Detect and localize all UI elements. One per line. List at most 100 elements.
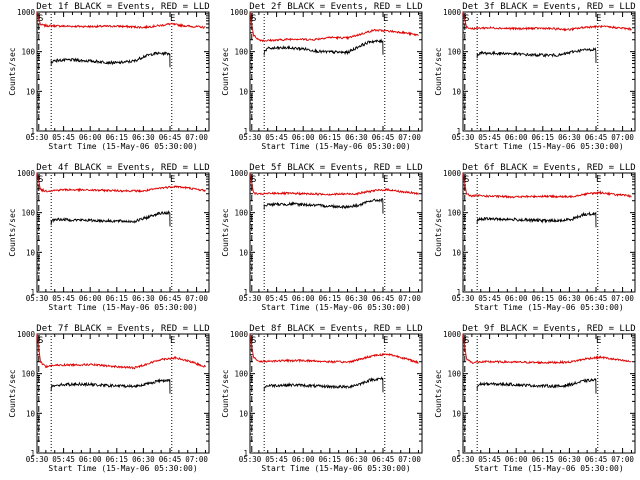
x-tick-label: 05:45	[52, 455, 75, 464]
chart-panel-8: Det 8f BLACK = Events, RED = LLD 1 10 100 10…	[221, 324, 423, 473]
lld-series-line	[36, 11, 206, 30]
x-tick-label: 07:00	[398, 455, 421, 464]
events-series-line	[263, 376, 384, 393]
x-tick-label: 05:30	[452, 133, 475, 142]
chart-title: Det 2f BLACK = Events, RED = LLD	[249, 2, 422, 12]
x-axis-label: Start Time (15-May-06 05:30:00)	[48, 142, 197, 151]
chart-panel-3: Det 3f BLACK = Events, RED = LLD 1 10 100 10…	[434, 2, 636, 151]
y-tick-label: 1000	[443, 8, 462, 17]
y-axis-label: Counts/sec	[8, 208, 17, 256]
y-tick-label: 10	[239, 409, 249, 418]
events-series-line	[476, 211, 597, 228]
chart-panel-5: Det 5f BLACK = Events, RED = LLD 1 10 100 10…	[221, 163, 423, 312]
x-tick-label: 06:30	[558, 455, 581, 464]
start-marker-label: S	[38, 14, 43, 24]
end-marker-label: E	[596, 175, 601, 185]
x-tick-label: 06:30	[345, 294, 368, 303]
x-tick-label: 07:00	[398, 294, 421, 303]
x-tick-label: 06:15	[319, 455, 342, 464]
end-marker-label: E	[383, 336, 388, 346]
y-axis-label: Counts/sec	[221, 369, 230, 417]
x-tick-label: 07:00	[185, 455, 208, 464]
x-axis-label: Start Time (15-May-06 05:30:00)	[48, 464, 197, 473]
y-tick-label: 100	[234, 48, 248, 57]
y-tick-label: 100	[447, 370, 461, 379]
x-tick-label: 06:00	[292, 133, 315, 142]
end-marker-label: E	[596, 336, 601, 346]
x-tick-label: 06:45	[159, 133, 182, 142]
events-series-line	[476, 47, 597, 64]
y-axis-label: Counts/sec	[434, 369, 443, 417]
y-axis-label: Counts/sec	[434, 47, 443, 95]
chart-panel-7: Det 7f BLACK = Events, RED = LLD 1 10 100 10…	[8, 324, 210, 473]
y-tick-label: 100	[21, 370, 35, 379]
y-tick-label: 1	[30, 288, 35, 297]
x-tick-label: 06:15	[532, 455, 555, 464]
y-tick-label: 1	[456, 127, 461, 136]
events-series-line	[263, 197, 384, 214]
chart-title: Det 8f BLACK = Events, RED = LLD	[249, 324, 422, 334]
plot-frame	[249, 333, 423, 454]
lld-series-line	[249, 172, 419, 196]
x-tick-label: 05:30	[26, 133, 49, 142]
chart-panel-4: Det 4f BLACK = Events, RED = LLD 1 10 100 10…	[8, 163, 210, 312]
lld-series-line	[462, 172, 632, 199]
events-series-line	[263, 38, 384, 56]
y-tick-label: 1	[30, 449, 35, 458]
y-tick-label: 100	[21, 48, 35, 57]
events-series-line	[476, 378, 597, 394]
y-axis-label: Counts/sec	[8, 47, 17, 95]
y-tick-label: 100	[21, 209, 35, 218]
x-tick-label: 05:30	[26, 294, 49, 303]
lld-series-line	[36, 333, 206, 370]
events-series-line	[50, 378, 171, 394]
x-tick-label: 06:00	[79, 455, 102, 464]
x-tick-label: 06:30	[558, 294, 581, 303]
x-tick-label: 07:00	[611, 455, 634, 464]
events-series-line	[50, 51, 171, 68]
x-tick-label: 05:45	[265, 133, 288, 142]
y-tick-label: 1000	[230, 8, 249, 17]
x-tick-label: 06:15	[532, 133, 555, 142]
x-tick-label: 06:45	[585, 294, 608, 303]
y-tick-label: 10	[239, 87, 249, 96]
y-axis-label: Counts/sec	[221, 47, 230, 95]
chart-title: Det 6f BLACK = Events, RED = LLD	[462, 163, 635, 173]
y-tick-label: 1	[456, 449, 461, 458]
y-axis-label: Counts/sec	[221, 208, 230, 256]
start-marker-label: S	[251, 14, 256, 24]
x-tick-label: 07:00	[185, 133, 208, 142]
chart-title: Det 5f BLACK = Events, RED = LLD	[249, 163, 422, 173]
chart-title: Det 4f BLACK = Events, RED = LLD	[36, 163, 209, 173]
y-tick-label: 1	[456, 288, 461, 297]
x-tick-label: 05:45	[52, 294, 75, 303]
lld-series-line	[249, 11, 419, 43]
x-tick-label: 05:45	[265, 455, 288, 464]
y-tick-label: 10	[26, 248, 36, 257]
x-tick-label: 07:00	[611, 133, 634, 142]
plot-frame	[249, 11, 423, 132]
x-tick-label: 06:45	[159, 294, 182, 303]
lld-series-line	[249, 333, 419, 364]
plot-frame	[462, 333, 636, 454]
x-tick-label: 06:00	[79, 294, 102, 303]
x-tick-label: 06:45	[585, 455, 608, 464]
y-tick-label: 10	[452, 87, 462, 96]
end-marker-label: E	[383, 175, 388, 185]
y-tick-label: 10	[239, 248, 249, 257]
x-tick-label: 07:00	[398, 133, 421, 142]
chart-title: Det 3f BLACK = Events, RED = LLD	[462, 2, 635, 12]
start-marker-label: S	[251, 336, 256, 346]
y-tick-label: 1000	[17, 330, 36, 339]
y-tick-label: 10	[452, 409, 462, 418]
x-axis-label: Start Time (15-May-06 05:30:00)	[474, 303, 623, 312]
chart-panel-9: Det 9f BLACK = Events, RED = LLD 1 10 100 10…	[434, 324, 636, 473]
events-series-line	[50, 210, 171, 227]
y-tick-label: 1000	[17, 8, 36, 17]
y-tick-label: 1	[30, 127, 35, 136]
x-tick-label: 06:30	[132, 455, 155, 464]
lld-series-line	[462, 333, 632, 365]
x-tick-label: 06:30	[345, 133, 368, 142]
x-tick-label: 06:45	[372, 455, 395, 464]
